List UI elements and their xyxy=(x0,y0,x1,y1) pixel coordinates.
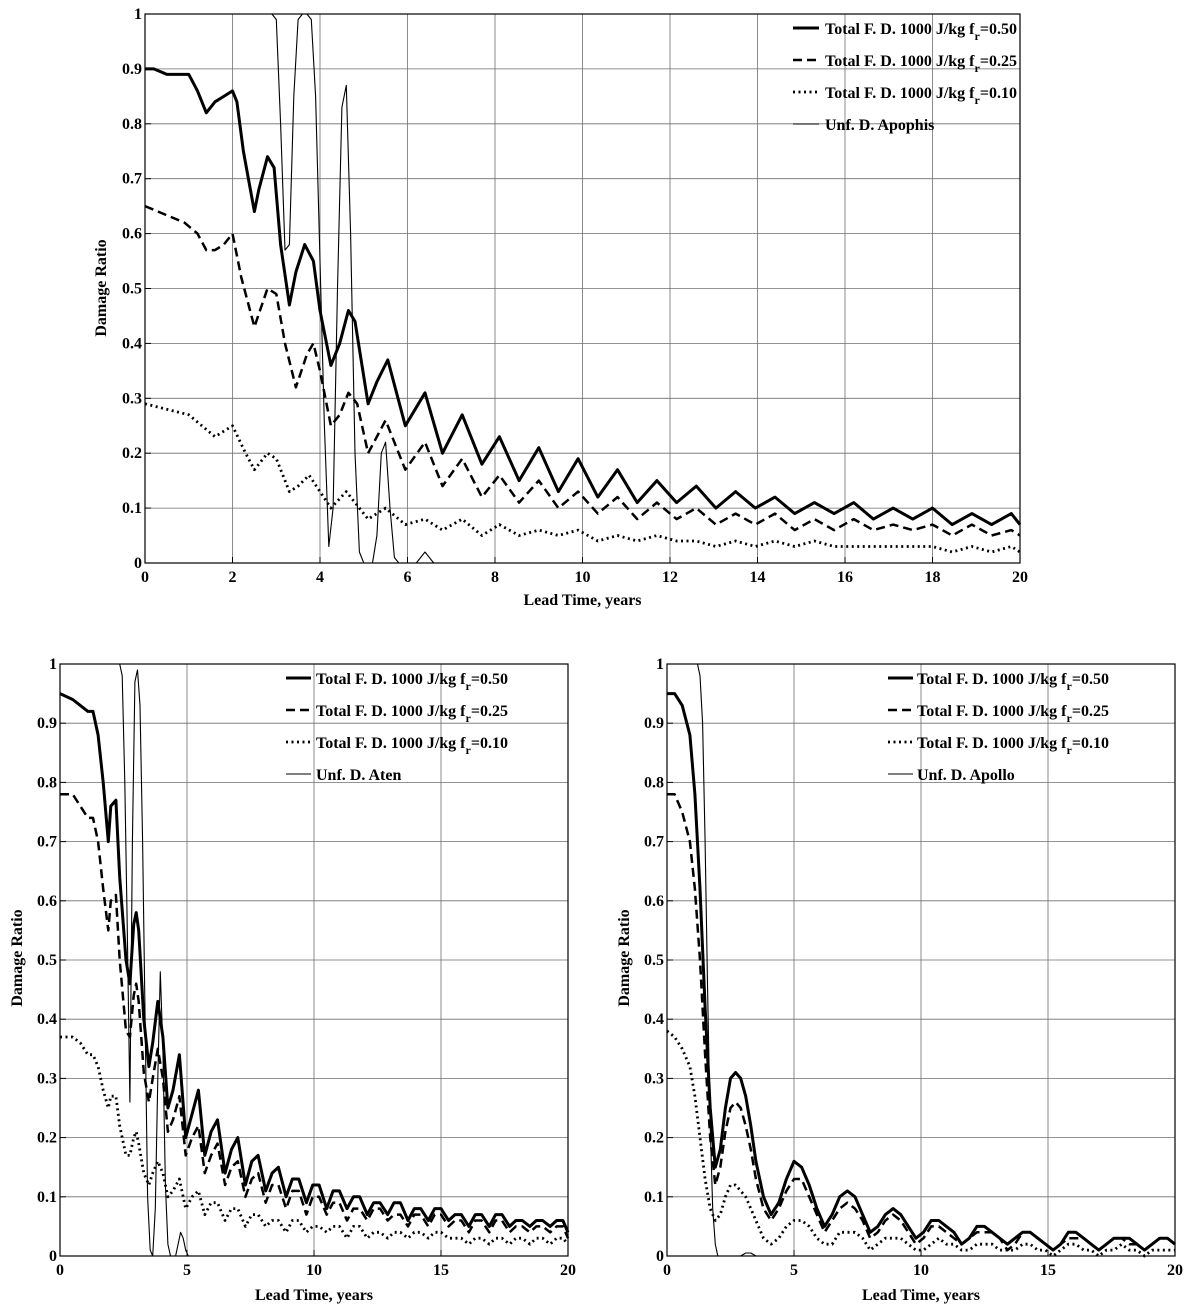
chart-top-ytick-label-9: 0.9 xyxy=(122,61,142,78)
chart-top-ytick-label-0: 0 xyxy=(134,555,142,572)
chart-top-series-line-1 xyxy=(144,204,1021,537)
chart-bottom-right-legend: Total F. D. 1000 J/kg fr=0.50 Total F. D.… xyxy=(888,671,1109,784)
chart-bottom-left-ytick-label-0: 0 xyxy=(49,1248,57,1265)
chart-top-xtick-label-8: 16 xyxy=(837,569,853,586)
chart-bottom-left-legend-label-3: Unf. D. Aten xyxy=(316,767,401,784)
chart-bottom-left-xtick-label-3: 15 xyxy=(433,1262,449,1279)
chart-bottom-right-xlabel: Lead Time, years xyxy=(862,1287,980,1304)
chart-bottom-right-ytick-label-9: 0.9 xyxy=(644,715,664,732)
chart-top-legend-label-3: Unf. D. Apophis xyxy=(825,117,934,134)
chart-bottom-left-ytick-label-4: 0.4 xyxy=(37,1011,57,1028)
chart-bottom-right-ytick-label-8: 0.8 xyxy=(644,774,664,791)
chart-bottom-left-xtick-label-1: 5 xyxy=(183,1262,191,1279)
chart-bottom-left-xtick-label-4: 20 xyxy=(560,1262,576,1279)
chart-bottom-left-series-line-1 xyxy=(60,792,570,1239)
chart-bottom-right-xtick-label-1: 5 xyxy=(790,1262,798,1279)
chart-top-xtick-label-7: 14 xyxy=(750,569,766,586)
chart-top-legend: Total F. D. 1000 J/kg fr=0.50 Total F. D.… xyxy=(793,21,1017,134)
chart-top-ylabel: Damage Ratio xyxy=(93,239,110,336)
chart-bottom-right-xtick-label-2: 10 xyxy=(913,1262,929,1279)
chart-bottom-right: 0 5 10 15 20 0 0.1 0.2 0.3 0.4 0.5 0.6 0.7 0.8 0.9 1 Lea… xyxy=(616,656,1183,1304)
chart-top-xtick-label-9: 18 xyxy=(925,569,941,586)
chart-top-ytick-label-3: 0.3 xyxy=(122,390,142,407)
chart-bottom-right-ytick-label-1: 0.1 xyxy=(644,1189,664,1206)
chart-bottom-right-xtick-label-4: 20 xyxy=(1167,1262,1183,1279)
chart-bottom-left-ytick-label-1: 0.1 xyxy=(37,1189,57,1206)
chart-bottom-right-ytick-label-5: 0.5 xyxy=(644,952,664,969)
chart-bottom-right-legend-label-1: Total F. D. 1000 J/kg fr=0.25 xyxy=(917,703,1109,725)
chart-top-xtick-label-4: 8 xyxy=(491,569,499,586)
chart-bottom-left-series-line-3 xyxy=(60,663,568,1257)
chart-bottom-left-ytick-label-5: 0.5 xyxy=(37,952,57,969)
chart-bottom-right-ytick-label-0: 0 xyxy=(656,1248,664,1265)
chart-bottom-left-ytick-label-6: 0.6 xyxy=(37,893,57,910)
chart-bottom-left-ytick-label-7: 0.7 xyxy=(37,834,57,851)
chart-bottom-right-ytick-label-2: 0.2 xyxy=(644,1130,664,1147)
chart-top-ytick-label-4: 0.4 xyxy=(122,335,142,352)
chart-top-ytick-label-6: 0.6 xyxy=(122,226,142,243)
chart-top-ytick-label-10: 1 xyxy=(134,6,142,23)
chart-top-xtick-label-3: 6 xyxy=(404,569,412,586)
chart-top-legend-label-1: Total F. D. 1000 J/kg fr=0.25 xyxy=(825,53,1017,75)
chart-bottom-right-xtick-label-0: 0 xyxy=(663,1262,671,1279)
chart-top-ytick-label-1: 0.1 xyxy=(122,500,142,517)
chart-bottom-left-ytick-label-10: 1 xyxy=(49,656,57,673)
chart-bottom-left-ytick-label-9: 0.9 xyxy=(37,715,57,732)
chart-bottom-right-legend-label-0: Total F. D. 1000 J/kg fr=0.50 xyxy=(917,671,1109,693)
chart-bottom-left-legend: Total F. D. 1000 J/kg fr=0.50 Total F. D.… xyxy=(286,671,508,784)
chart-bottom-right-xtick-label-3: 15 xyxy=(1040,1262,1056,1279)
chart-top-xtick-label-6: 12 xyxy=(662,569,678,586)
chart-bottom-right-legend-label-2: Total F. D. 1000 J/kg fr=0.10 xyxy=(917,735,1109,757)
chart-top-series-line-2 xyxy=(144,402,1021,554)
chart-bottom-left-legend-label-1: Total F. D. 1000 J/kg fr=0.25 xyxy=(316,703,508,725)
chart-bottom-left-xtick-label-2: 10 xyxy=(306,1262,322,1279)
chart-top-xtick-label-10: 20 xyxy=(1012,569,1028,586)
chart-bottom-right-ytick-label-3: 0.3 xyxy=(644,1070,664,1087)
chart-top-ytick-label-8: 0.8 xyxy=(122,116,142,133)
chart-bottom-right-ytick-label-10: 1 xyxy=(656,656,664,673)
chart-top-xtick-label-2: 4 xyxy=(316,569,324,586)
chart-bottom-left-ytick-label-3: 0.3 xyxy=(37,1070,57,1087)
chart-top-ytick-label-5: 0.5 xyxy=(122,281,142,298)
chart-bottom-right-legend-label-3: Unf. D. Apollo xyxy=(917,767,1015,784)
chart-top: 0 2 4 6 8 10 12 14 16 18 20 0 0.1 0.2 0.3 0.4 0.5 0.6 0.7 0… xyxy=(93,6,1028,609)
chart-top-legend-label-0: Total F. D. 1000 J/kg fr=0.50 xyxy=(825,21,1017,43)
chart-top-xlabel: Lead Time, years xyxy=(523,592,641,609)
chart-top-xtick-label-0: 0 xyxy=(141,569,149,586)
chart-bottom-left-ytick-label-8: 0.8 xyxy=(37,774,57,791)
chart-bottom-left: 0 5 10 15 20 0 0.1 0.2 0.3 0.4 0.5 0.6 0.7 0.8 0.9 1 Lea… xyxy=(9,656,576,1304)
chart-bottom-right-ylabel: Damage Ratio xyxy=(616,909,633,1006)
chart-bottom-left-xlabel: Lead Time, years xyxy=(255,1287,373,1304)
chart-bottom-right-ytick-label-6: 0.6 xyxy=(644,893,664,910)
chart-top-xtick-label-5: 10 xyxy=(575,569,591,586)
chart-top-ytick-label-2: 0.2 xyxy=(122,445,142,462)
chart-bottom-left-ytick-label-2: 0.2 xyxy=(37,1130,57,1147)
chart-bottom-left-series-line-2 xyxy=(60,1035,570,1246)
chart-top-ytick-label-7: 0.7 xyxy=(122,171,142,188)
chart-bottom-right-series-line-2 xyxy=(666,1029,1175,1258)
chart-top-series-line-0 xyxy=(145,67,1022,527)
chart-top-legend-label-2: Total F. D. 1000 J/kg fr=0.10 xyxy=(825,85,1017,107)
chart-bottom-left-legend-label-0: Total F. D. 1000 J/kg fr=0.50 xyxy=(316,671,508,693)
chart-bottom-left-ylabel: Damage Ratio xyxy=(9,909,26,1006)
chart-bottom-left-legend-label-2: Total F. D. 1000 J/kg fr=0.10 xyxy=(316,735,508,757)
chart-bottom-right-ytick-label-7: 0.7 xyxy=(644,834,664,851)
chart-bottom-right-ytick-label-4: 0.4 xyxy=(644,1011,664,1028)
chart-bottom-right-series-line-1 xyxy=(667,792,1176,1252)
chart-bottom-left-xtick-label-0: 0 xyxy=(56,1262,64,1279)
chart-bottom-left-series-line-0 xyxy=(59,692,570,1233)
chart-top-xtick-label-1: 2 xyxy=(229,569,237,586)
